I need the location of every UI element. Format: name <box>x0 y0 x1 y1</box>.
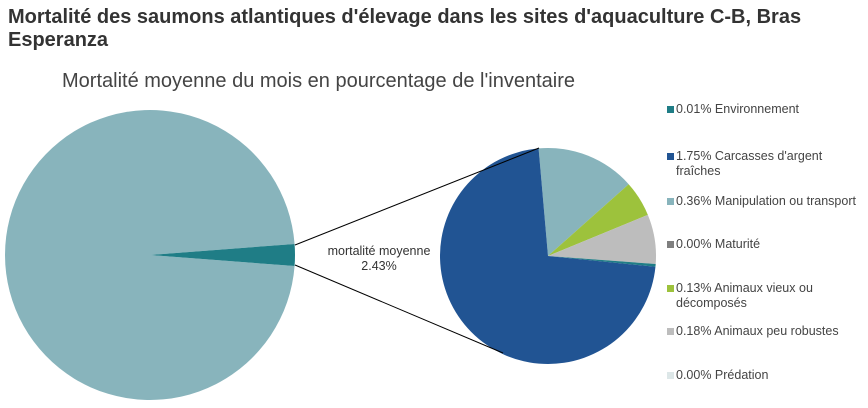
chart-title: Mortalité moyenne du mois en pourcentage… <box>62 70 576 92</box>
main-slice-mortalit-moyenne <box>150 243 295 267</box>
legend-swatch <box>667 241 674 248</box>
legend-item-carcasses: 1.75% Carcasses d'argent fraîches <box>667 149 867 179</box>
connector-line-bottom <box>294 264 504 354</box>
legend-swatch <box>667 328 674 335</box>
legend-swatch <box>667 285 674 292</box>
legend-swatch <box>667 153 674 160</box>
secondary-slice-animaux-vieux-ou-d-compos-s <box>548 184 648 256</box>
secondary-slice-carcasses-d-argent-fra-ches <box>440 148 656 364</box>
main-slice-label: mortalité moyenne 2.43% <box>318 244 440 274</box>
legend-text: 0.00% Prédation <box>676 368 769 382</box>
page-title: Mortalité des saumons atlantiques d'élev… <box>8 6 802 51</box>
legend-text: 1.75% Carcasses d'argent fraîches <box>676 149 823 178</box>
legend-swatch <box>667 198 674 205</box>
connector-line-top <box>294 147 540 246</box>
main-slice-label-name: mortalité moyenne <box>327 244 431 258</box>
legend-item-predation: 0.00% Prédation <box>667 368 867 383</box>
legend-swatch <box>667 372 674 379</box>
legend-text: 0.36% Manipulation ou transport <box>676 194 856 208</box>
secondary-slice-environnement <box>548 256 656 267</box>
legend-text: 0.13% Animaux vieux ou décomposés <box>676 281 813 310</box>
legend-item-animaux-vieux: 0.13% Animaux vieux ou décomposés <box>667 281 867 311</box>
main-slice-label-value: 2.43% <box>361 259 397 273</box>
legend-swatch <box>667 106 674 113</box>
main-slice-rest <box>4 110 295 401</box>
secondary-slice-animaux-peu-robustes <box>548 214 656 265</box>
secondary-slice-manipulation-ou-transport <box>538 147 629 256</box>
legend-item-maturite: 0.00% Maturité <box>667 237 867 252</box>
legend-text: 0.01% Environnement <box>676 102 799 116</box>
legend-text: 0.18% Animaux peu robustes <box>676 324 839 338</box>
legend-item-manipulation: 0.36% Manipulation ou transport <box>667 194 867 209</box>
legend-item-environnement: 0.01% Environnement <box>667 102 867 117</box>
legend-text: 0.00% Maturité <box>676 237 761 251</box>
legend-item-animaux-peu-robustes: 0.18% Animaux peu robustes <box>667 324 867 339</box>
